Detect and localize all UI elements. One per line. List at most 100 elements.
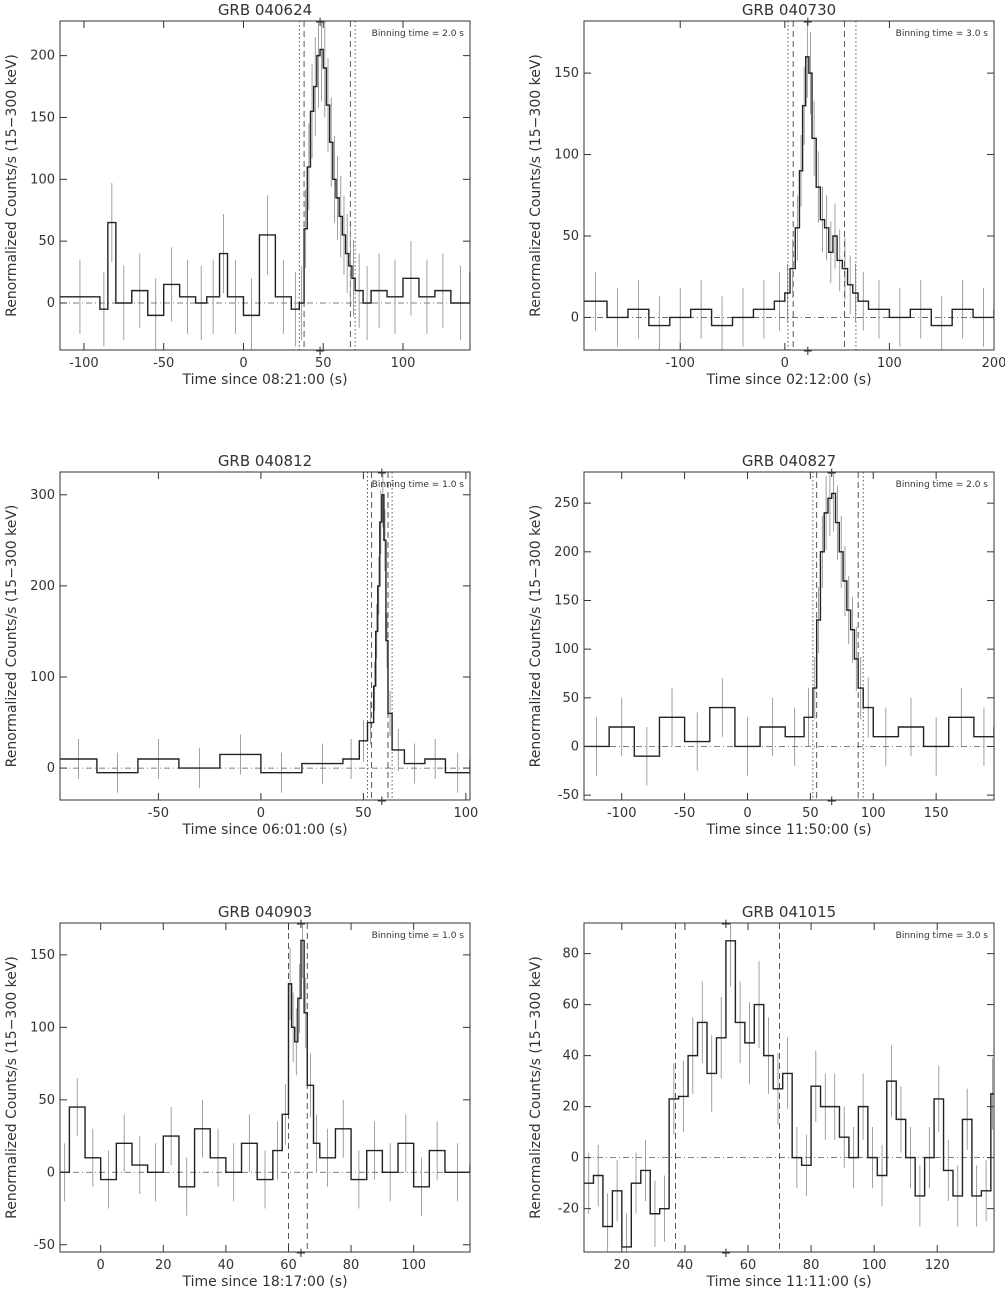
step-line (60, 48, 470, 317)
y-tick-label: 0 (571, 739, 579, 754)
peak-marker-bottom: + (826, 794, 837, 809)
x-tick-label: 100 (862, 1258, 887, 1273)
x-tick-label: 20 (614, 1258, 631, 1273)
y-axis-label: Renormalized Counts/s (15−300 keV) (4, 505, 20, 768)
y-tick-label: 80 (562, 947, 579, 962)
plot-frame (583, 471, 995, 801)
peak-marker-bottom: + (802, 344, 813, 359)
binning-label: Binning time = 1.0 s (372, 480, 465, 490)
y-tick-label: 100 (554, 148, 579, 163)
x-tick-label: 40 (218, 1258, 235, 1273)
chart-title: GRB 041015 (742, 903, 836, 921)
peak-marker-top: + (296, 917, 307, 932)
y-tick-label: 50 (38, 1093, 55, 1108)
x-tick-label: 60 (740, 1258, 757, 1273)
y-tick-label: 50 (38, 234, 55, 249)
x-tick-label: 100 (401, 1258, 426, 1273)
y-axis-label: Renormalized Counts/s (15−300 keV) (528, 54, 544, 317)
y-tick-label: 50 (562, 691, 579, 706)
step-line (584, 492, 994, 757)
y-tick-label: 250 (554, 496, 579, 511)
lightcurve (60, 472, 470, 793)
binning-label: Binning time = 1.0 s (372, 931, 465, 941)
step-line (584, 940, 994, 1248)
y-tick-label: 0 (47, 296, 55, 311)
panel-grb-040812: -50 0 50 100 0 100 200 300 + + GRB 040812 Time sinc… (4, 452, 478, 838)
x-tick-label: 50 (355, 806, 372, 821)
chart-title: GRB 040730 (742, 1, 836, 19)
x-tick-label: 200 (982, 356, 1005, 371)
y-tick-label: 0 (47, 761, 55, 776)
x-tick-label: 0 (781, 356, 789, 371)
y-axis-label: Renormalized Counts/s (15−300 keV) (528, 956, 544, 1219)
chart-title: GRB 040812 (218, 452, 312, 470)
y-tick-label: 150 (30, 948, 55, 963)
y-tick-label: -20 (558, 1202, 579, 1217)
x-tick-label: 0 (743, 806, 751, 821)
peak-marker-top: + (802, 15, 813, 30)
x-tick-label: 120 (925, 1258, 950, 1273)
y-axis-label: Renormalized Counts/s (15−300 keV) (528, 505, 544, 768)
y-tick-label: 0 (47, 1165, 55, 1180)
x-axis-label: Time since 11:50:00 (s) (705, 822, 871, 838)
x-axis-label: Time since 08:21:00 (s) (181, 372, 347, 388)
lightcurve (584, 472, 994, 786)
y-tick-label: 100 (30, 1020, 55, 1035)
lightcurve (60, 923, 470, 1216)
plot-frame (59, 471, 471, 801)
lightcurve (60, 21, 470, 350)
y-tick-label: 100 (554, 642, 579, 657)
binning-label: Binning time = 2.0 s (372, 29, 465, 39)
y-axis-label: Renormalized Counts/s (15−300 keV) (4, 54, 20, 317)
peak-marker-bottom: + (720, 1246, 731, 1261)
peak-marker-bottom: + (376, 794, 387, 809)
lightcurve (584, 21, 994, 350)
y-tick-label: 60 (562, 998, 579, 1013)
peak-marker-bottom: + (296, 1246, 307, 1261)
y-tick-label: 50 (562, 229, 579, 244)
x-tick-label: -50 (674, 806, 695, 821)
y-tick-label: 100 (30, 670, 55, 685)
x-tick-label: 40 (677, 1258, 694, 1273)
plot-frame (583, 922, 995, 1253)
step-line (584, 56, 994, 327)
peak-marker-top: + (315, 15, 326, 30)
x-tick-label: 50 (802, 806, 819, 821)
y-tick-label: 150 (30, 110, 55, 125)
panel-grb-041015: 20 40 60 80 100 120 -20 0 20 40 60 80 + + GRB 041015 Ti… (528, 903, 995, 1290)
step-line (60, 939, 470, 1188)
y-tick-label: 200 (554, 545, 579, 560)
x-tick-label: 0 (257, 806, 265, 821)
x-tick-label: 0 (97, 1258, 105, 1273)
x-tick-label: 60 (280, 1258, 297, 1273)
y-tick-label: 0 (571, 310, 579, 325)
y-tick-label: 200 (30, 49, 55, 64)
x-axis-label: Time since 02:12:00 (s) (705, 372, 871, 388)
x-tick-label: 0 (239, 356, 247, 371)
y-tick-label: 300 (30, 488, 55, 503)
y-axis-label: Renormalized Counts/s (15−300 keV) (4, 956, 20, 1219)
peak-marker-top: + (376, 466, 387, 481)
x-tick-label: 20 (155, 1258, 172, 1273)
y-tick-label: 100 (30, 172, 55, 187)
x-tick-label: -50 (153, 356, 174, 371)
peak-marker-top: + (826, 466, 837, 481)
x-tick-label: 150 (924, 806, 949, 821)
y-tick-label: 40 (562, 1049, 579, 1064)
y-tick-label: -50 (34, 1238, 55, 1253)
x-tick-label: -100 (69, 356, 99, 371)
x-axis-label: Time since 11:11:00 (s) (705, 1274, 871, 1290)
x-tick-label: 100 (861, 806, 886, 821)
y-tick-label: 20 (562, 1100, 579, 1115)
x-tick-label: 100 (877, 356, 902, 371)
y-tick-label: -50 (558, 788, 579, 803)
panel-grb-040827: -100 -50 0 50 100 150-50050100150200250++GRB … (528, 452, 995, 838)
x-tick-label: -100 (607, 806, 637, 821)
y-tick-label: 200 (30, 579, 55, 594)
x-tick-label: 80 (343, 1258, 360, 1273)
step-line (60, 494, 470, 774)
plot-frame (583, 20, 995, 351)
